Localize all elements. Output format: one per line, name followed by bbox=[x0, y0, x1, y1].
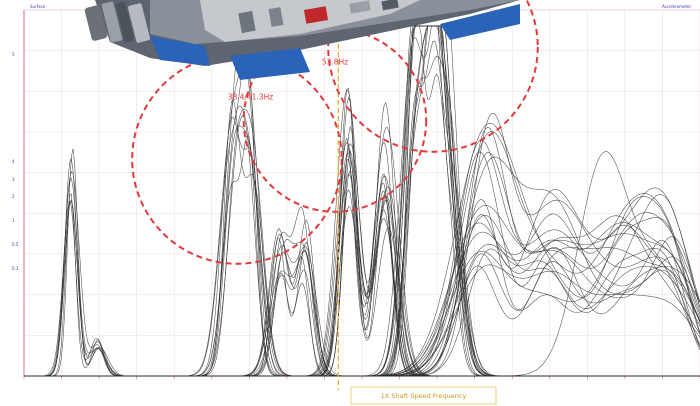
y-tick-label: 0.3 bbox=[12, 266, 19, 271]
sensor-internal-block bbox=[238, 10, 256, 34]
top-left-tag: Surface bbox=[30, 4, 46, 9]
annotation-label: 53.8Hz bbox=[322, 58, 348, 67]
connector-ring bbox=[101, 1, 123, 43]
y-tick-label: 5 bbox=[12, 52, 15, 57]
annotation-label: 38.4/41.3Hz bbox=[228, 93, 274, 102]
connector-ring bbox=[128, 3, 150, 43]
frequency-label: 1X Shaft Speed Frequency bbox=[381, 392, 467, 400]
x-tick-marks bbox=[23, 376, 700, 379]
sensor-blue-band bbox=[150, 36, 210, 66]
sensor-blue-band bbox=[230, 48, 310, 80]
spectrum-line bbox=[24, 151, 700, 377]
spectrum-series bbox=[24, 25, 700, 377]
connector-nut bbox=[84, 5, 108, 41]
top-right-tag: Accelerometer bbox=[662, 4, 691, 9]
sensor-internal-block bbox=[268, 7, 284, 27]
connector-ring bbox=[115, 1, 135, 43]
annotation-circle bbox=[327, 0, 539, 153]
annotation-circle bbox=[242, 28, 428, 213]
y-tick-label: 2 bbox=[12, 194, 15, 199]
y-tick-label: 4 bbox=[12, 159, 15, 164]
sensor-cutaway-image bbox=[84, 0, 520, 80]
sensor-internal-block bbox=[381, 0, 399, 11]
sensor-internal-block bbox=[349, 0, 371, 14]
frequency-label-box: 1X Shaft Speed Frequency bbox=[350, 386, 497, 405]
frequency-label-frame bbox=[350, 386, 497, 405]
y-tick-label: 0.5 bbox=[12, 242, 19, 247]
y-tick-labels: 5 4 3 2 1 0.5 0.3 bbox=[12, 52, 19, 271]
y-tick-label: 1 bbox=[12, 218, 15, 223]
sensor-blue-band bbox=[440, 4, 520, 40]
sensor-red-element bbox=[303, 6, 329, 24]
y-tick-label: 3 bbox=[12, 177, 15, 182]
